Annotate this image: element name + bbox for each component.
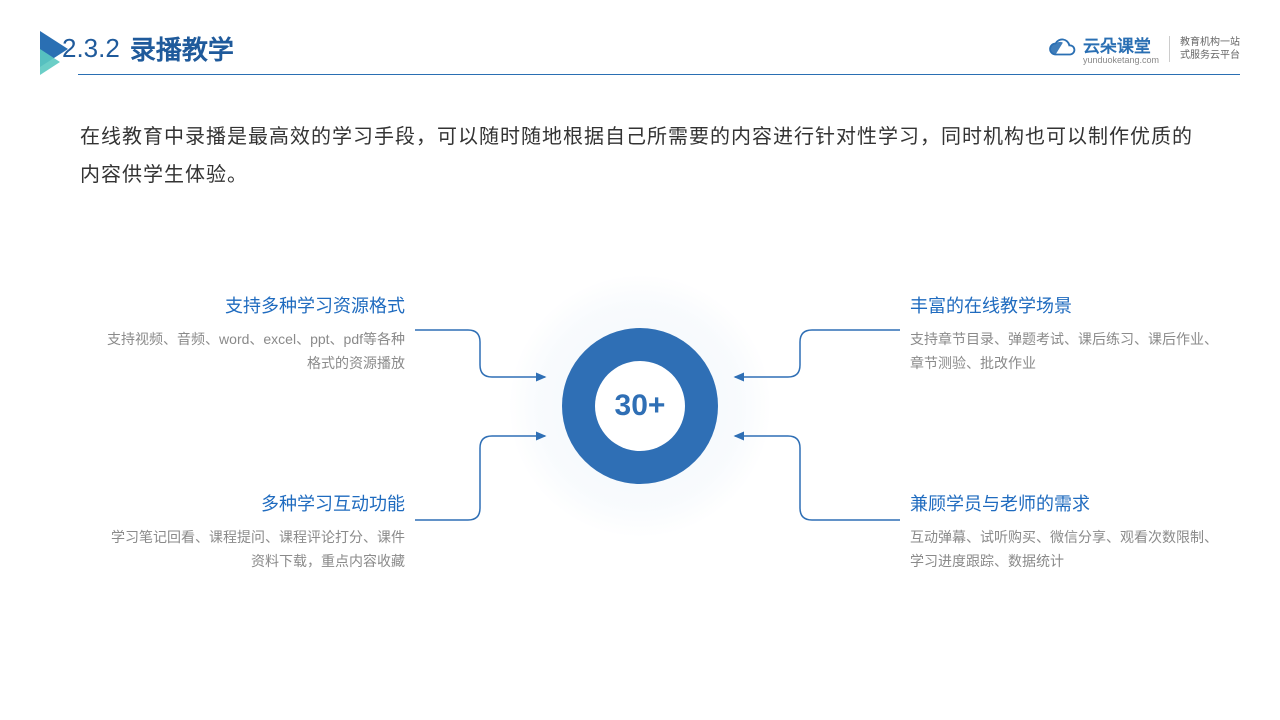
brand-domain: yunduoketang.com (1083, 55, 1159, 65)
center-circle: 30+ (510, 276, 770, 536)
section-number: 2.3.2 (62, 33, 120, 64)
header-underline (78, 74, 1240, 75)
feature-desc: 支持视频、音频、word、excel、ppt、pdf等各种格式的资源播放 (105, 328, 405, 376)
feature-desc: 学习笔记回看、课程提问、课程评论打分、课件资料下载，重点内容收藏 (105, 526, 405, 574)
feature-title: 多种学习互动功能 (105, 490, 405, 516)
feature-top-left: 支持多种学习资源格式 支持视频、音频、word、excel、ppt、pdf等各种… (105, 292, 405, 376)
feature-top-right: 丰富的在线教学场景 支持章节目录、弹题考试、课后练习、课后作业、章节测验、批改作… (910, 292, 1220, 376)
feature-bottom-left: 多种学习互动功能 学习笔记回看、课程提问、课程评论打分、课件资料下载，重点内容收… (105, 490, 405, 574)
brand-tag-line2: 式服务云平台 (1180, 49, 1240, 62)
title-group: 2.3.2 录播教学 (40, 30, 234, 67)
feature-desc: 互动弹幕、试听购买、微信分享、观看次数限制、学习进度跟踪、数据统计 (910, 526, 1220, 574)
center-value: 30+ (615, 389, 666, 423)
feature-title: 兼顾学员与老师的需求 (910, 490, 1220, 516)
slide-header: 2.3.2 录播教学 云朵课堂 yunduoketang.com 教育机构一站 … (40, 30, 1240, 67)
feature-desc: 支持章节目录、弹题考试、课后练习、课后作业、章节测验、批改作业 (910, 328, 1220, 376)
intro-paragraph: 在线教育中录播是最高效的学习手段，可以随时随地根据自己所需要的内容进行针对性学习… (80, 118, 1200, 194)
brand-tagline: 教育机构一站 式服务云平台 (1180, 36, 1240, 62)
feature-title: 丰富的在线教学场景 (910, 292, 1220, 318)
brand-name: 云朵课堂 (1083, 37, 1151, 56)
brand-tag-line1: 教育机构一站 (1180, 36, 1240, 49)
inner-circle: 30+ (595, 361, 685, 451)
section-title: 录播教学 (130, 30, 234, 67)
feature-title: 支持多种学习资源格式 (105, 292, 405, 318)
divider (1169, 36, 1170, 62)
feature-bottom-right: 兼顾学员与老师的需求 互动弹幕、试听购买、微信分享、观看次数限制、学习进度跟踪、… (910, 490, 1220, 574)
brand-logo-group: 云朵课堂 yunduoketang.com 教育机构一站 式服务云平台 (1047, 32, 1240, 65)
brand-text: 云朵课堂 yunduoketang.com (1083, 32, 1159, 65)
cloud-icon (1047, 38, 1077, 60)
